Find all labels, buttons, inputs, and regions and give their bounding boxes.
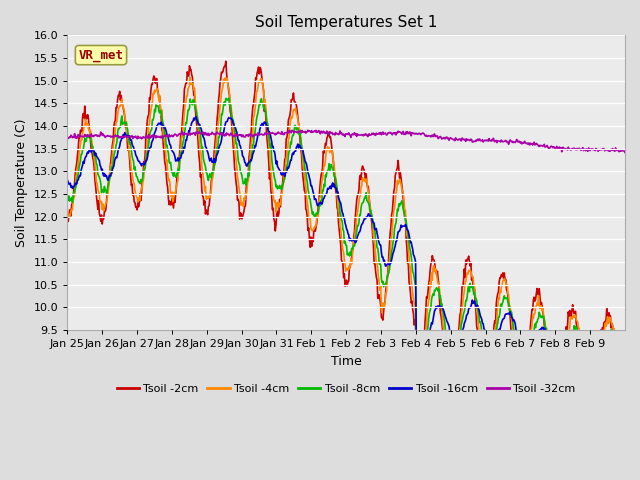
Text: VR_met: VR_met [79,48,124,61]
Y-axis label: Soil Temperature (C): Soil Temperature (C) [15,119,28,247]
Title: Soil Temperatures Set 1: Soil Temperatures Set 1 [255,15,437,30]
X-axis label: Time: Time [331,355,362,368]
Legend: Tsoil -2cm, Tsoil -4cm, Tsoil -8cm, Tsoil -16cm, Tsoil -32cm: Tsoil -2cm, Tsoil -4cm, Tsoil -8cm, Tsoi… [112,379,580,398]
